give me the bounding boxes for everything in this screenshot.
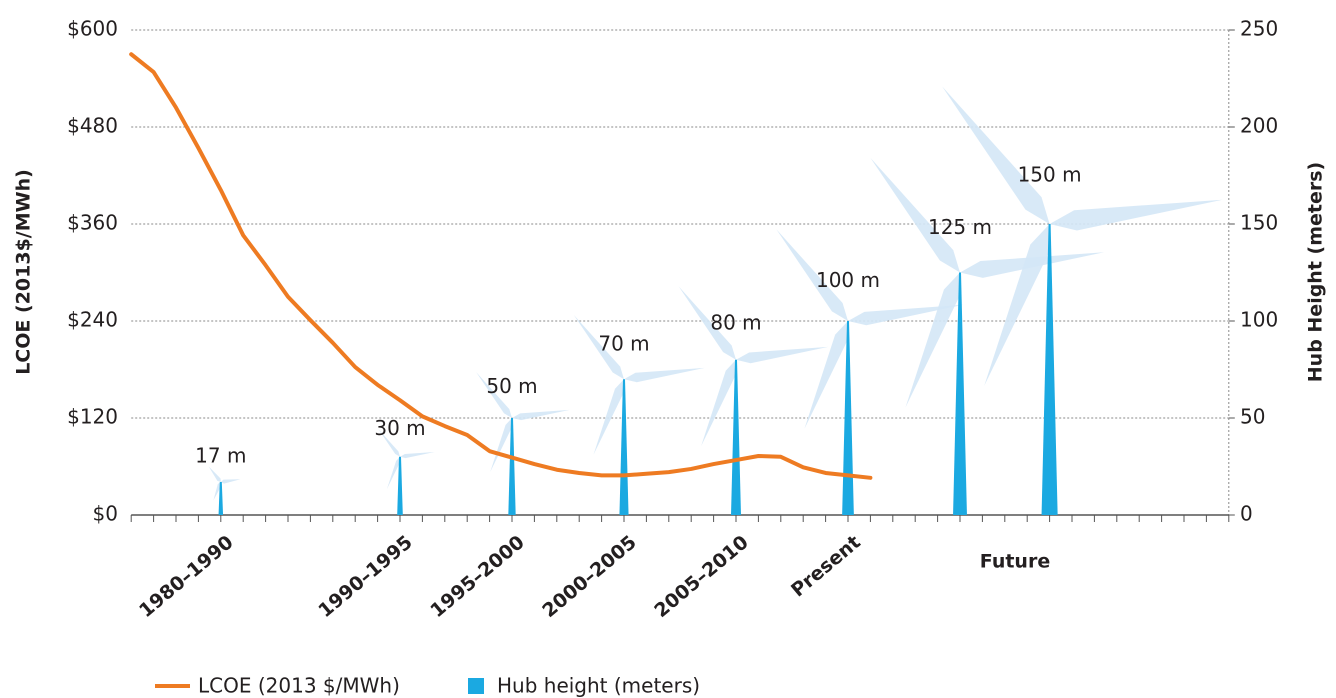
turbine-blade <box>623 363 705 384</box>
turbine <box>934 80 1224 515</box>
y2-tick-label: 50 <box>1240 405 1265 429</box>
y2-tick-label: 200 <box>1240 114 1278 138</box>
chart: LCOE (2013$/MWh) Hub Height (meters) Fut… <box>0 0 1336 698</box>
x-tick-label: 1995–2000 <box>426 531 528 622</box>
value-label: 30 m <box>374 416 425 440</box>
value-label: 100 m <box>816 268 880 292</box>
y2-tick-label: 250 <box>1240 17 1278 41</box>
y-tick-label: $120 <box>67 405 118 429</box>
legend-swatch <box>468 678 484 694</box>
y-tick-label: $240 <box>67 308 118 332</box>
x-tick-label: 2000–2005 <box>538 531 640 622</box>
value-label: 125 m <box>928 215 992 239</box>
y-tick-label: $0 <box>93 502 118 526</box>
value-label: 70 m <box>598 331 649 355</box>
turbine-blade <box>207 465 222 483</box>
y2-axis-title: Hub Height (meters) <box>1305 162 1327 382</box>
y-tick-label: $600 <box>67 17 118 41</box>
turbine <box>207 465 241 515</box>
x-group-label: Future <box>980 551 1050 573</box>
y-tick-label: $360 <box>67 211 118 235</box>
x-tick-label: 1990–1995 <box>314 531 416 622</box>
turbine-blade <box>735 341 829 365</box>
line <box>131 54 870 478</box>
hub-height-bar <box>619 379 628 515</box>
turbine-blade <box>934 80 1058 230</box>
value-label: 150 m <box>1018 162 1082 186</box>
turbine <box>864 153 1106 515</box>
legend-label: Hub height (meters) <box>497 674 700 698</box>
hub-height-bar <box>731 360 741 515</box>
y-axis-title: LCOE (2013$/MWh) <box>13 169 35 375</box>
turbine-blade <box>512 407 571 422</box>
value-label: 80 m <box>710 310 761 334</box>
y2-tick-label: 150 <box>1240 211 1278 235</box>
x-tick-label: 1980–1990 <box>135 531 237 622</box>
turbine-blade <box>1048 190 1224 234</box>
x-tick-label: Present <box>787 531 865 601</box>
x-tick-label: 2005–2010 <box>650 531 752 622</box>
hub-height-bar <box>1042 224 1058 515</box>
y2-tick-label: 0 <box>1240 502 1253 526</box>
value-label: 17 m <box>195 444 246 468</box>
turbine-blade <box>400 450 435 459</box>
y2-tick-label: 100 <box>1240 308 1278 332</box>
legend-label: LCOE (2013 $/MWh) <box>198 674 400 698</box>
turbine-blade <box>221 477 241 484</box>
y-tick-label: $480 <box>67 114 118 138</box>
hub-height-bar <box>953 273 967 516</box>
turbine <box>377 428 435 515</box>
value-label: 50 m <box>486 374 537 398</box>
hub-height-bar <box>508 418 515 515</box>
